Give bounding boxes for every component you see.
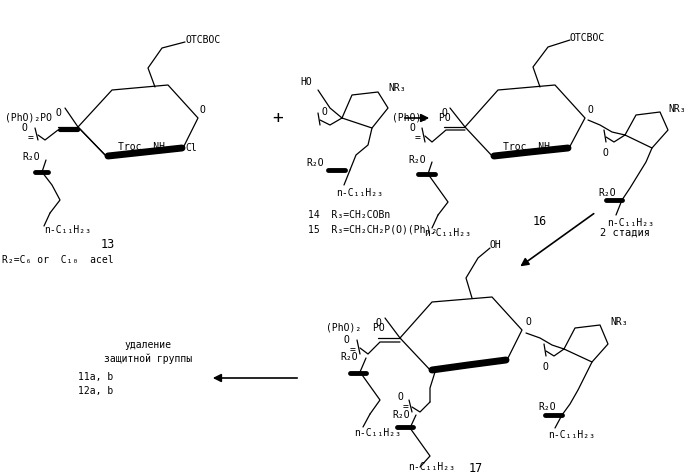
Text: 2 стадия: 2 стадия [600,228,650,238]
Text: O: O [55,108,61,118]
Text: NR₃: NR₃ [388,83,405,93]
Text: =: = [350,345,356,355]
Text: +: + [272,109,284,127]
Text: n-C₁₁H₂₃: n-C₁₁H₂₃ [424,228,471,238]
Text: 12a, b: 12a, b [78,386,113,396]
Text: защитной группы: защитной группы [104,354,192,364]
Text: Troc  NH: Troc NH [118,142,165,152]
Text: n-C₁₁H₂₃: n-C₁₁H₂₃ [607,218,654,228]
Text: O: O [587,105,593,115]
Text: R₂=C₆ or  C₁₀  acel: R₂=C₆ or C₁₀ acel [2,255,113,265]
Text: O: O [441,108,447,118]
Text: =: = [403,402,409,412]
Text: n-C₁₁H₂₃: n-C₁₁H₂₃ [354,428,401,438]
Text: R₂O: R₂O [408,155,426,165]
Text: O: O [397,392,403,402]
Text: OTCBOC: OTCBOC [185,35,220,45]
Text: O: O [321,107,327,117]
Text: O: O [409,123,415,133]
Text: R₂O: R₂O [538,402,556,412]
Text: O: O [525,317,531,327]
Text: R₂O: R₂O [340,352,358,362]
Text: O: O [602,148,608,158]
Text: R₂O: R₂O [22,152,40,162]
Text: n-C₁₁H₂₃: n-C₁₁H₂₃ [548,430,595,440]
Text: 17: 17 [469,462,483,475]
Text: (PhO)₂  PO: (PhO)₂ PO [392,113,451,123]
Text: R₂O: R₂O [598,188,615,198]
Text: 15  R₃=CH₂CH₂P(O)(Ph)₂: 15 R₃=CH₂CH₂P(O)(Ph)₂ [308,225,438,235]
Text: 11a, b: 11a, b [78,372,113,382]
Text: =: = [415,133,421,143]
Text: n-C₁₁H₂₃: n-C₁₁H₂₃ [336,188,383,198]
Text: (PhO)₂PO: (PhO)₂PO [5,113,52,123]
Text: =: = [28,133,34,143]
Text: удаление: удаление [125,340,172,350]
Text: OH: OH [490,240,502,250]
Text: Troc  NH: Troc NH [503,142,550,152]
Text: 14  R₃=CH₂COBn: 14 R₃=CH₂COBn [308,210,391,220]
Text: 13: 13 [101,238,115,251]
Text: O: O [22,123,28,133]
Text: 16: 16 [533,215,547,228]
Text: O: O [200,105,206,115]
Text: HO: HO [300,77,312,87]
Text: R₂O: R₂O [392,410,410,420]
Text: O: O [542,362,548,372]
Text: OTCBOC: OTCBOC [570,33,606,43]
Text: NR₃: NR₃ [610,317,628,327]
Text: n-C₁₁H₂₃: n-C₁₁H₂₃ [408,462,455,472]
Text: Cl: Cl [185,143,197,153]
Text: O: O [375,318,381,328]
Text: (PhO)₂  PO: (PhO)₂ PO [326,323,385,333]
Text: O: O [344,335,350,345]
Text: n-C₁₁H₂₃: n-C₁₁H₂₃ [44,225,91,235]
Text: NR₃: NR₃ [668,104,685,114]
Text: R₂O: R₂O [306,158,323,168]
